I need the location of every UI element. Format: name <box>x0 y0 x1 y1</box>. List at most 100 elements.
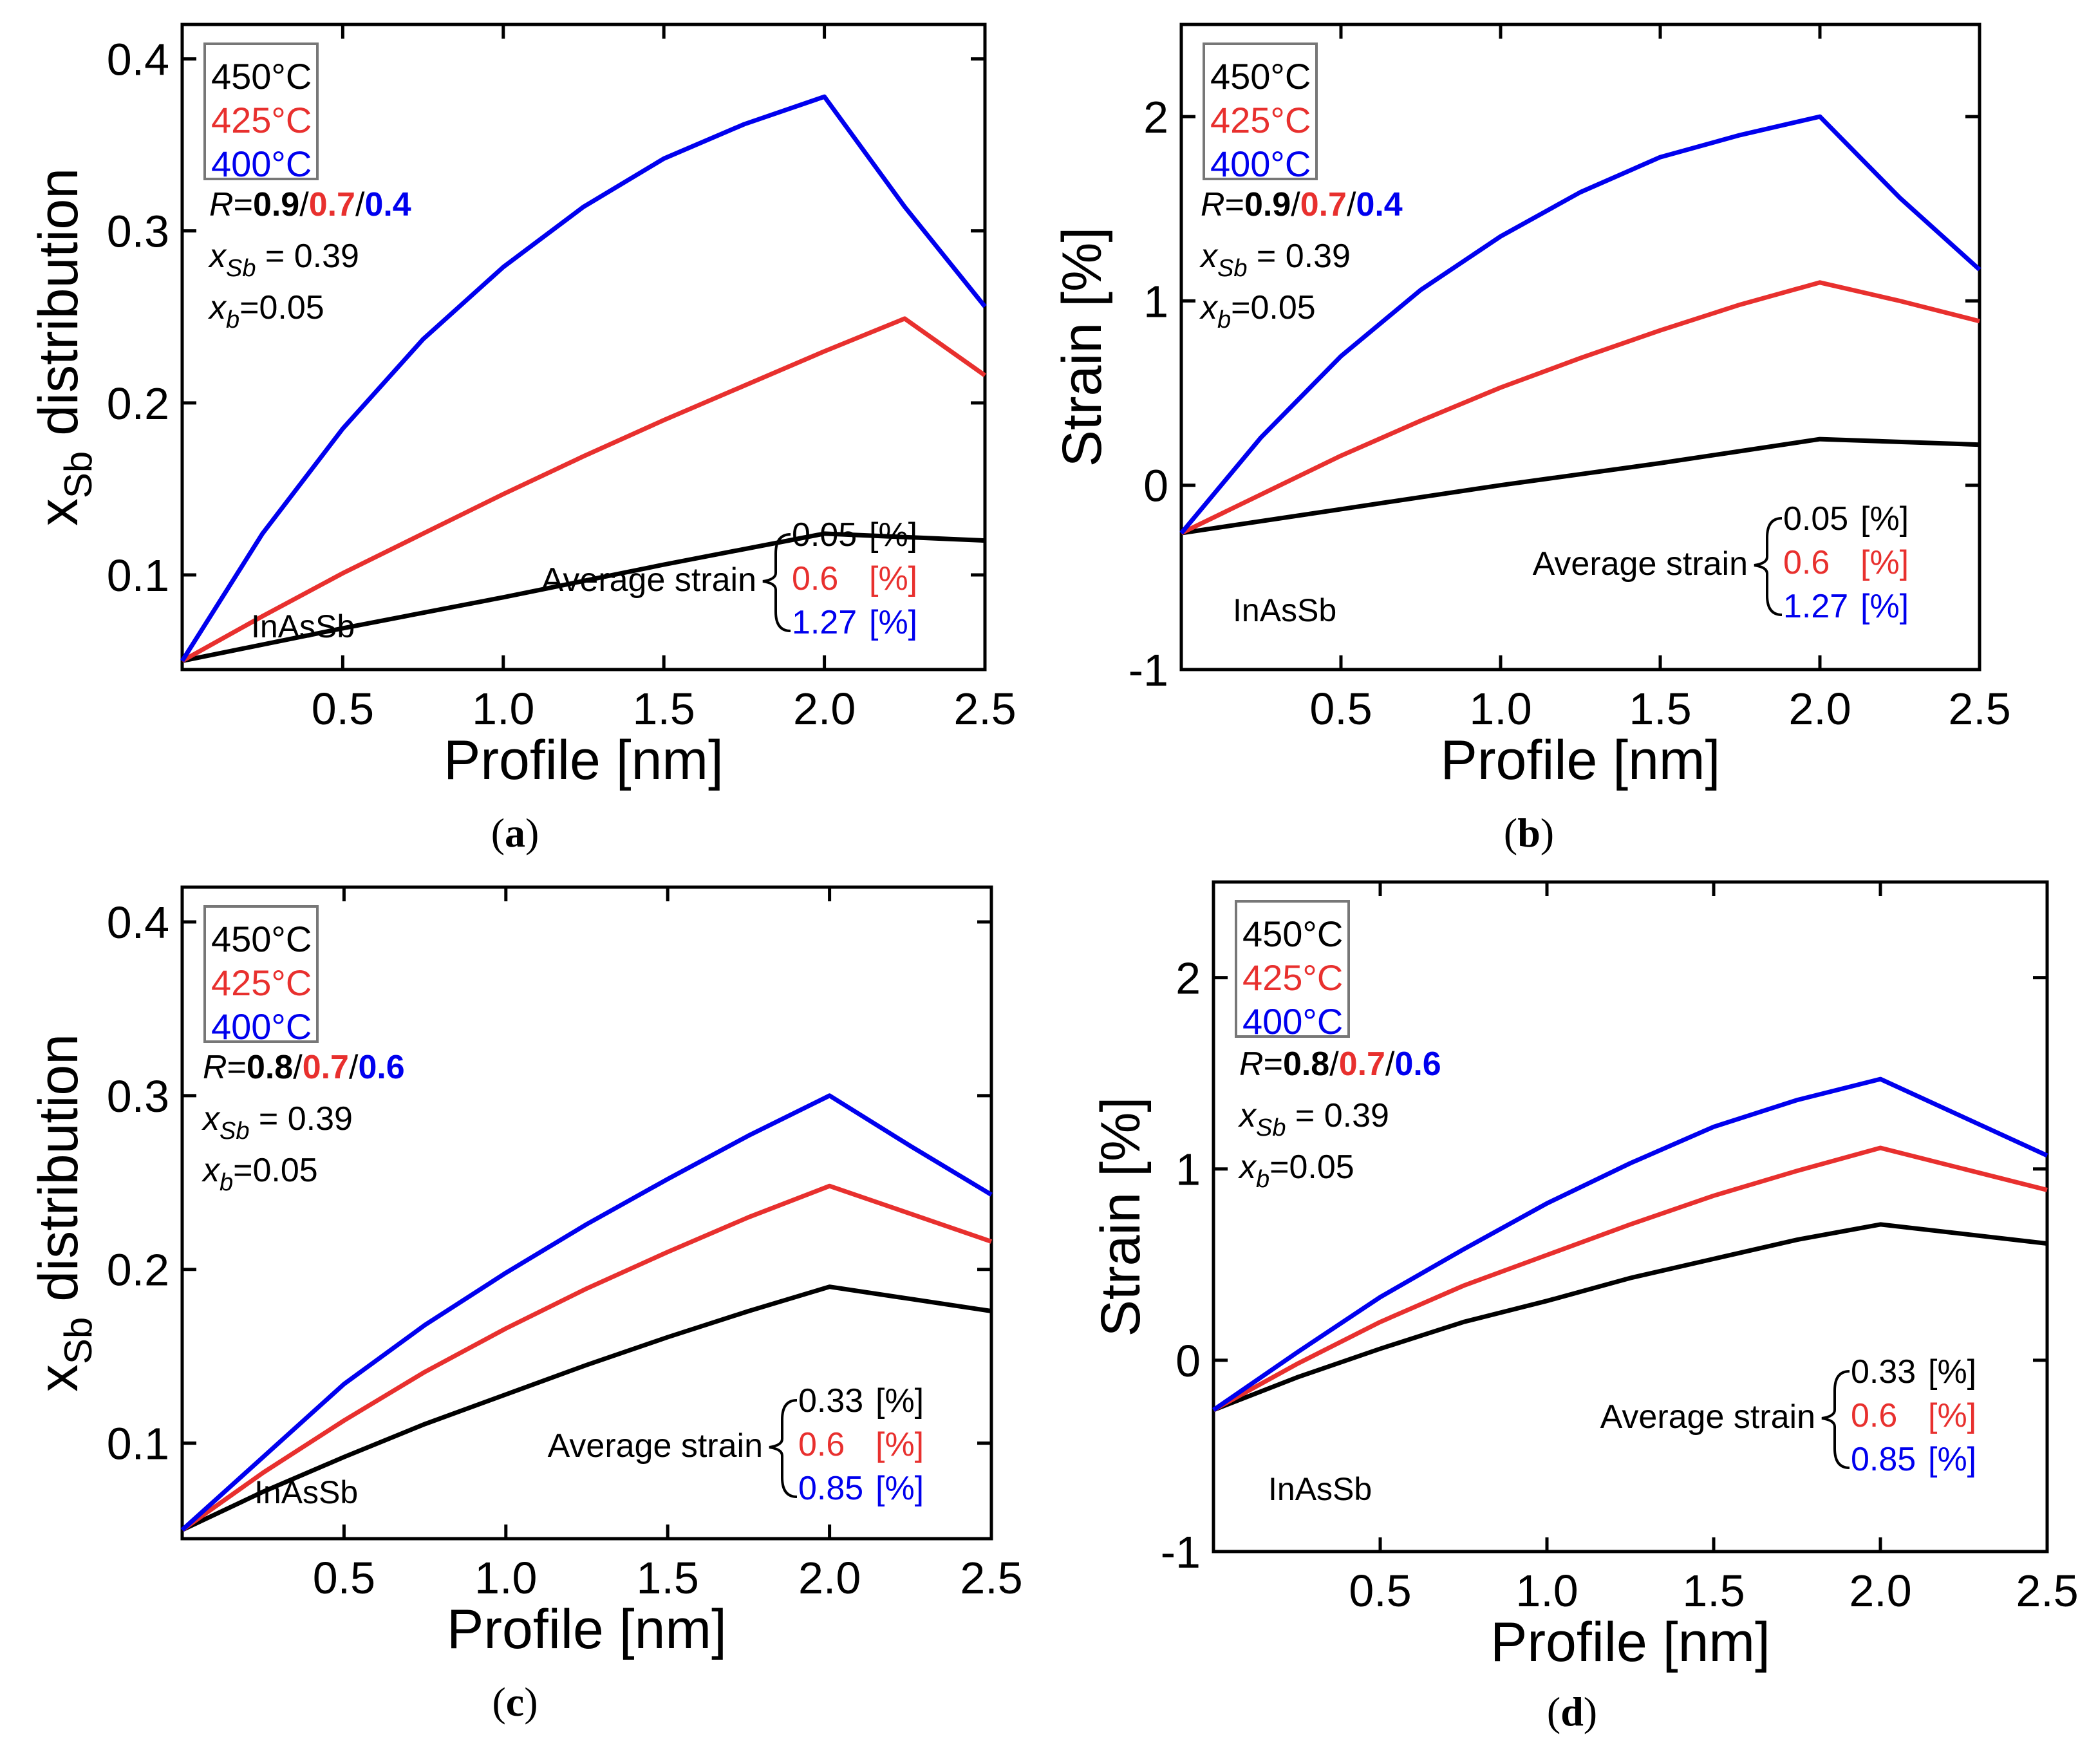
legend-entry: 400°C <box>211 144 312 184</box>
xb-value: =0.05 <box>1269 1149 1354 1186</box>
x-axis-label: Profile [nm] <box>444 729 724 791</box>
r-value: 0.7 <box>309 186 355 223</box>
x-tick-label: 0.5 <box>1349 1566 1411 1616</box>
y-axis-label-text: Strain [%] <box>1090 1097 1152 1337</box>
r-sep: / <box>1347 186 1356 223</box>
series-line-400 <box>180 94 987 662</box>
x-tick-label: 2.0 <box>1849 1566 1911 1616</box>
r-symbol: R <box>209 186 234 223</box>
average-strain-label: Average strain <box>1533 545 1748 583</box>
xsb-value: = 0.39 <box>249 1100 352 1138</box>
caption-close: ) <box>1541 810 1554 856</box>
xsb-sub: Sb <box>220 1118 249 1145</box>
y-tick-label: 0.1 <box>107 1419 169 1469</box>
r-sep: / <box>1291 186 1300 223</box>
x-axis-label: Profile [nm] <box>447 1599 727 1660</box>
average-strain-label: Average strain <box>541 561 756 599</box>
average-strain-unit: [%] <box>1928 1397 1976 1434</box>
r-equals: = <box>234 186 253 223</box>
x-tick-label: 2.5 <box>1948 684 2010 734</box>
y-tick-label: -1 <box>1161 1527 1201 1577</box>
r-value: 0.8 <box>247 1049 293 1086</box>
series-line-400 <box>1212 1076 2048 1412</box>
xb-value: =0.05 <box>1231 289 1316 326</box>
average-strain-unit: [%] <box>1860 544 1909 581</box>
average-strain-number: 0.6 <box>1851 1397 1897 1434</box>
x-tick-label: 2.5 <box>953 684 1016 734</box>
material-label: InAsSb <box>1233 592 1336 628</box>
legend-box <box>1235 900 1350 1038</box>
average-strain-unit: [%] <box>876 1426 924 1463</box>
plot-frame <box>180 885 993 1541</box>
xb-annotation: xb=0.05 <box>1199 289 1316 333</box>
x-tick-label: 2.0 <box>798 1553 861 1603</box>
x-tick-label: 1.0 <box>474 1553 537 1603</box>
average-strain-unit: [%] <box>869 560 917 597</box>
r-value: 0.4 <box>364 186 411 223</box>
legend-entry: 425°C <box>211 962 312 1003</box>
r-annotation: R=0.8/0.7/0.6 <box>203 1049 405 1086</box>
average-strain-number: 0.6 <box>798 1426 845 1463</box>
r-sep: / <box>349 1049 359 1086</box>
xsb-annotation: xSb = 0.39 <box>1237 1097 1389 1141</box>
average-strain-unit: [%] <box>1928 1441 1976 1478</box>
average-strain-unit: [%] <box>869 604 917 641</box>
material-label: InAsSb <box>251 608 355 644</box>
xsb-value: = 0.39 <box>1247 238 1350 275</box>
caption-letter: c <box>506 1679 524 1725</box>
r-value: 0.6 <box>358 1049 404 1086</box>
average-strain-number: 0.85 <box>798 1470 863 1507</box>
average-strain-value: 1.27 [%] <box>792 604 917 641</box>
average-strain-label: Average strain <box>548 1427 763 1465</box>
average-strain-number: 0.05 <box>1783 500 1848 538</box>
legend-entry: 450°C <box>1210 56 1311 97</box>
xsb-sub: Sb <box>1217 255 1247 282</box>
xsb-annotation: xSb = 0.39 <box>201 1100 353 1145</box>
r-annotation: R=0.9/0.7/0.4 <box>1201 186 1403 223</box>
y-axis-label: xSb distribution <box>28 1034 100 1392</box>
y-axis-label: Strain [%] <box>1051 227 1113 467</box>
average-strain-unit: [%] <box>876 1382 924 1420</box>
average-strain-value: 0.85 [%] <box>1851 1441 1976 1478</box>
series-line-400 <box>1179 114 1981 535</box>
y-tick-label: 0.4 <box>107 34 169 84</box>
xb-annotation: xb=0.05 <box>1237 1149 1354 1193</box>
r-value: 0.8 <box>1283 1046 1329 1083</box>
xsb-sub: Sb <box>226 255 256 282</box>
y-axis-label-text: Strain [%] <box>1051 227 1113 467</box>
r-value: 0.7 <box>303 1049 349 1086</box>
x-tick-label: 1.5 <box>1682 1566 1745 1616</box>
legend-entry: 400°C <box>211 1006 312 1047</box>
x-tick-label: 1.0 <box>1515 1566 1578 1616</box>
x-tick-label: 2.0 <box>793 684 856 734</box>
average-strain-number: 1.27 <box>1783 588 1848 625</box>
panel-caption: (a) <box>491 810 539 856</box>
y-tick-label: 0.4 <box>107 897 169 948</box>
panel-c: 0.5 1.0 1.5 2.0 2.5 0.1 0.2 0.3 0.4 Profile [nm] x… <box>28 885 1023 1725</box>
xb-symbol: x <box>207 289 227 326</box>
series-line-425 <box>1212 1145 2048 1412</box>
average-strain-value: 0.05 [%] <box>792 516 917 554</box>
panel-d: 0.5 1.0 1.5 2.0 2.5 -1 0 1 2 Profile [nm] Strain [… <box>1090 880 2079 1734</box>
x-axis-label: Profile [nm] <box>1490 1611 1770 1673</box>
x-axis-label: Profile [nm] <box>1441 729 1721 791</box>
r-sep: / <box>1329 1046 1339 1083</box>
average-strain-label: Average strain <box>1600 1398 1815 1436</box>
plot-frame <box>1212 880 2049 1553</box>
xb-value: =0.05 <box>239 289 324 326</box>
average-strain-value: 0.6 [%] <box>1851 1397 1976 1434</box>
y-tick-label: 0 <box>1175 1336 1201 1386</box>
average-strain-unit: [%] <box>1860 500 1909 538</box>
series-line-450 <box>181 1284 992 1532</box>
legend-box <box>203 42 319 180</box>
r-annotation: R=0.9/0.7/0.4 <box>209 186 411 223</box>
xsb-annotation: xSb = 0.39 <box>207 238 359 282</box>
caption-close: ) <box>1584 1689 1597 1734</box>
x-tick-label: 2.5 <box>960 1553 1022 1603</box>
r-sep: / <box>1385 1046 1395 1083</box>
brace-icon <box>762 533 791 632</box>
series-line-450 <box>182 531 986 664</box>
y-tick-label: 0 <box>1143 461 1168 511</box>
caption-open: ( <box>1504 810 1517 856</box>
